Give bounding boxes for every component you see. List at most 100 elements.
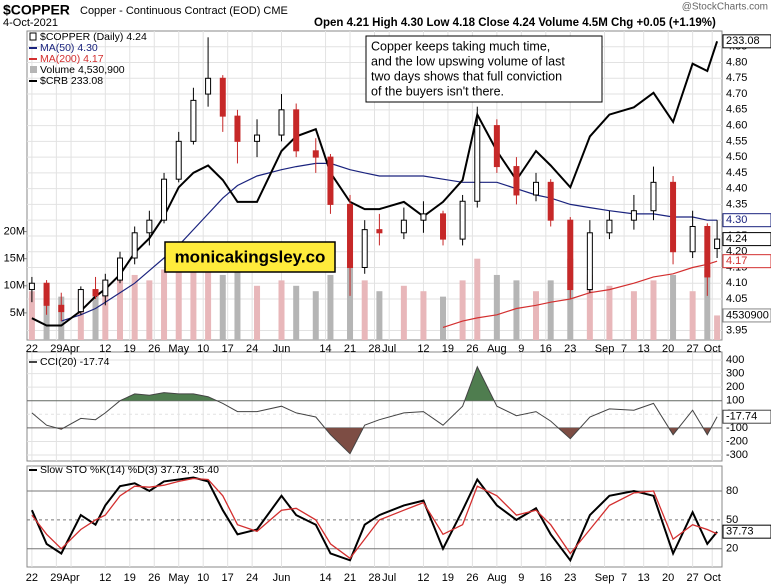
volume-bar [670, 274, 677, 340]
y-tick-label: 4.35 [726, 198, 747, 210]
x-tick-label: 26 [466, 572, 478, 584]
price-tag-label: 233.08 [726, 35, 760, 47]
candle-body [361, 229, 368, 268]
volume-bar [547, 280, 554, 340]
candle-body [650, 181, 657, 212]
x-tick-label: Jun [273, 572, 291, 584]
volume-bar [190, 258, 197, 340]
candle-body [116, 257, 123, 281]
candle-body [205, 77, 212, 95]
x-tick-label: 21 [344, 572, 356, 584]
candle-body [175, 140, 182, 180]
x-tick-label: 19 [124, 572, 136, 584]
annotation-line: Copper keeps taking much time, [371, 39, 550, 53]
candle-body [533, 181, 540, 196]
candle-body [567, 219, 574, 291]
candle-body [43, 282, 50, 306]
price-tag-label: 4.24 [726, 233, 747, 245]
x-tick-label: 9 [518, 343, 524, 355]
candle-body [493, 125, 500, 168]
watermark-box [164, 241, 336, 273]
candle-body [327, 156, 334, 205]
candle-body [547, 181, 554, 221]
volume-bar [28, 291, 35, 340]
legend-icon [30, 66, 37, 73]
volume-bar [459, 280, 466, 340]
x-tick-label: Oct [704, 572, 721, 584]
sto-line [31, 477, 718, 560]
volume-bar [131, 274, 138, 340]
chart-subtitle: Copper - Continuous Contract (EOD) CME [80, 5, 288, 17]
x-tick-label: 16 [540, 572, 552, 584]
price-tag-label: 4.30 [726, 214, 747, 226]
panel-legend: Slow STO %K(14) %D(3) 37.73, 35.40 [40, 464, 219, 476]
y-tick-label: 4.45 [726, 167, 747, 179]
x-tick-label: 29 [50, 343, 62, 355]
x-tick-label: 20 [662, 572, 674, 584]
y-tick-label: 4.40 [726, 183, 747, 195]
price-tag-label: 4.17 [726, 255, 747, 267]
series-line [61, 162, 718, 322]
y-tick-label: 4.70 [726, 88, 747, 100]
x-tick-label: Apr [62, 343, 79, 355]
x-tick-label: 12 [417, 343, 429, 355]
price-tag [722, 409, 771, 424]
y-tick-label: 300 [726, 367, 744, 379]
candle-body [670, 181, 677, 253]
y-tick-label: 4.50 [726, 151, 747, 163]
candle-body [219, 77, 226, 117]
y-tick-label: -300 [726, 449, 748, 461]
x-tick-label: May [168, 343, 189, 355]
x-tick-label: 19 [442, 572, 454, 584]
x-tick-label: 22 [26, 343, 38, 355]
candle-body [28, 282, 35, 291]
volume-bar [347, 258, 354, 340]
annotation-box [365, 35, 603, 103]
price-tag [722, 213, 771, 228]
volume-bar [293, 285, 300, 340]
price-tag-label: 37.73 [726, 526, 754, 538]
volume-bar [586, 274, 593, 340]
volume-bar [312, 291, 319, 340]
annotation-line: of the buyers isn't there. [371, 84, 504, 98]
credit: @StockCharts.com [682, 2, 768, 13]
x-tick-label: 12 [99, 343, 111, 355]
volume-bar [513, 280, 520, 340]
candle-body [714, 238, 721, 250]
y-tick-label: 4.80 [726, 56, 747, 68]
candle-body [146, 219, 153, 234]
x-tick-label: May [168, 572, 189, 584]
volume-bar [650, 280, 657, 340]
y-tick-label: 50 [726, 514, 738, 526]
x-tick-label: Aug [487, 572, 507, 584]
candle-body [234, 115, 241, 142]
x-tick-label: 28 [368, 572, 380, 584]
x-tick-label: 24 [246, 572, 258, 584]
y-tick-label: -200 [726, 435, 748, 447]
volume-bar [205, 253, 212, 340]
x-tick-label: 10 [197, 343, 209, 355]
x-tick-label: 7 [621, 572, 627, 584]
x-tick-label: Jun [273, 343, 291, 355]
volume-bar [420, 291, 427, 340]
x-tick-label: 13 [638, 572, 650, 584]
volume-bar [440, 296, 447, 340]
legend-entry: Volume 4,530,900 [40, 64, 125, 76]
price-tag-label: 4530900 [726, 309, 769, 321]
volume-tick-label: 15M [4, 253, 25, 265]
candle-body [190, 99, 197, 142]
y-tick-label: 4.65 [726, 104, 747, 116]
x-tick-label: 21 [344, 343, 356, 355]
y-tick-label: -100 [726, 422, 748, 434]
volume-bar [630, 291, 637, 340]
volume-tick-label: 10M [4, 280, 25, 292]
volume-bar [102, 285, 109, 340]
volume-bar [254, 285, 261, 340]
volume-bar [234, 269, 241, 340]
panel-legend: CCI(20) -17.74 [40, 356, 110, 368]
y-tick-label: 100 [726, 395, 744, 407]
volume-bar [376, 291, 383, 340]
x-tick-label: 29 [50, 572, 62, 584]
x-tick-label: 27 [687, 343, 699, 355]
